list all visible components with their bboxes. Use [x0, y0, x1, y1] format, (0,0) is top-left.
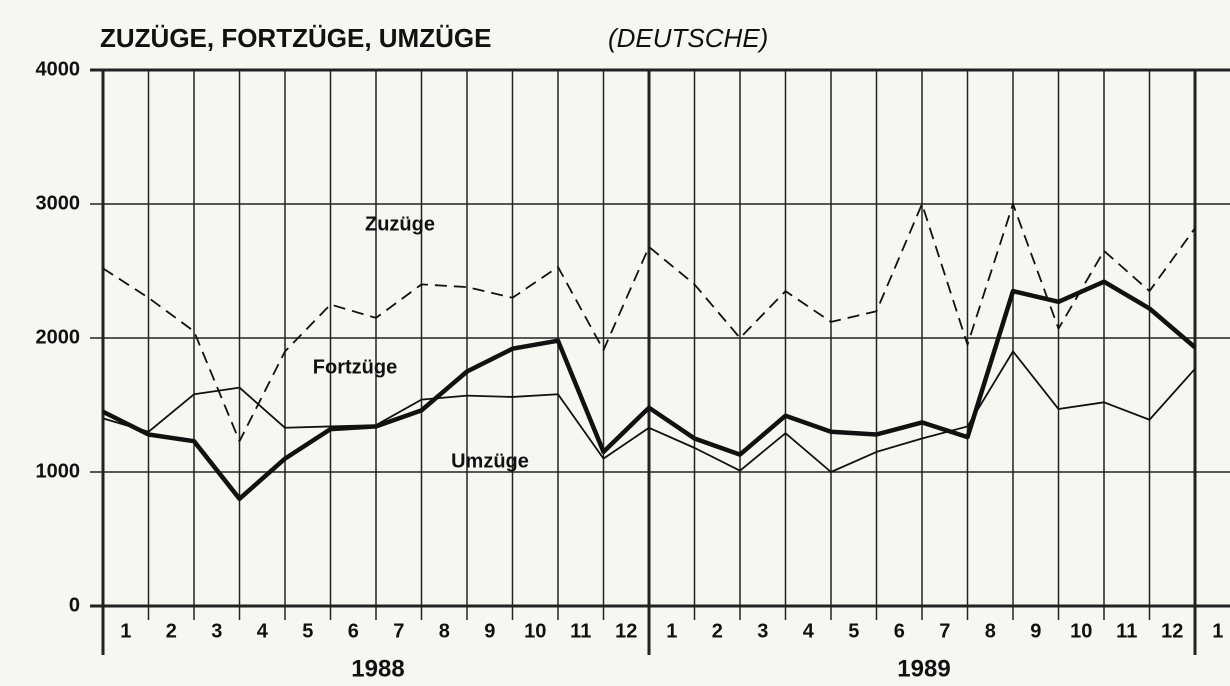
x-tick-label: 11 [570, 620, 591, 642]
x-tick-label: 11 [1116, 620, 1137, 642]
series-label: Zuzüge [365, 213, 435, 235]
series-line [101, 279, 1197, 502]
x-tick-label: 5 [302, 620, 313, 642]
x-tick-label: 5 [848, 620, 859, 642]
x-tick-label: 1 [1212, 620, 1223, 642]
chart-subtitle: (DEUTSCHE) [608, 23, 768, 53]
x-tick-label: 4 [257, 620, 269, 642]
x-tick-label: 2 [166, 620, 177, 642]
x-tick-label: 1 [120, 620, 131, 642]
y-tick-label: 2000 [36, 326, 81, 348]
x-tick-label: 8 [439, 620, 450, 642]
series-label: Fortzüge [313, 356, 397, 378]
series-line [102, 203, 1196, 443]
x-tick-label: 3 [757, 620, 768, 642]
x-tick-label: 7 [939, 620, 950, 642]
x-tick-label: 12 [615, 620, 637, 642]
series-line [102, 350, 1196, 473]
x-tick-label: 3 [211, 620, 222, 642]
x-tick-label: 9 [484, 620, 495, 642]
x-tick-label: 2 [712, 620, 723, 642]
x-tick-label: 1 [666, 620, 677, 642]
x-tick-label: 6 [348, 620, 359, 642]
year-label: 1988 [351, 655, 404, 682]
x-tick-label: 6 [894, 620, 905, 642]
x-tick-label: 9 [1030, 620, 1041, 642]
y-tick-label: 3000 [36, 192, 81, 214]
series-label: Umzüge [451, 450, 529, 472]
x-tick-label: 8 [985, 620, 996, 642]
x-tick-label: 7 [393, 620, 404, 642]
year-label: 1989 [897, 655, 950, 682]
x-tick-label: 4 [803, 620, 815, 642]
y-tick-label: 4000 [36, 58, 81, 80]
chart-title: ZUZÜGE, FORTZÜGE, UMZÜGE [100, 23, 491, 53]
y-tick-label: 1000 [36, 460, 81, 482]
x-tick-label: 12 [1161, 620, 1183, 642]
y-tick-label: 0 [69, 594, 80, 616]
x-tick-label: 10 [1070, 620, 1092, 642]
x-tick-label: 10 [524, 620, 546, 642]
